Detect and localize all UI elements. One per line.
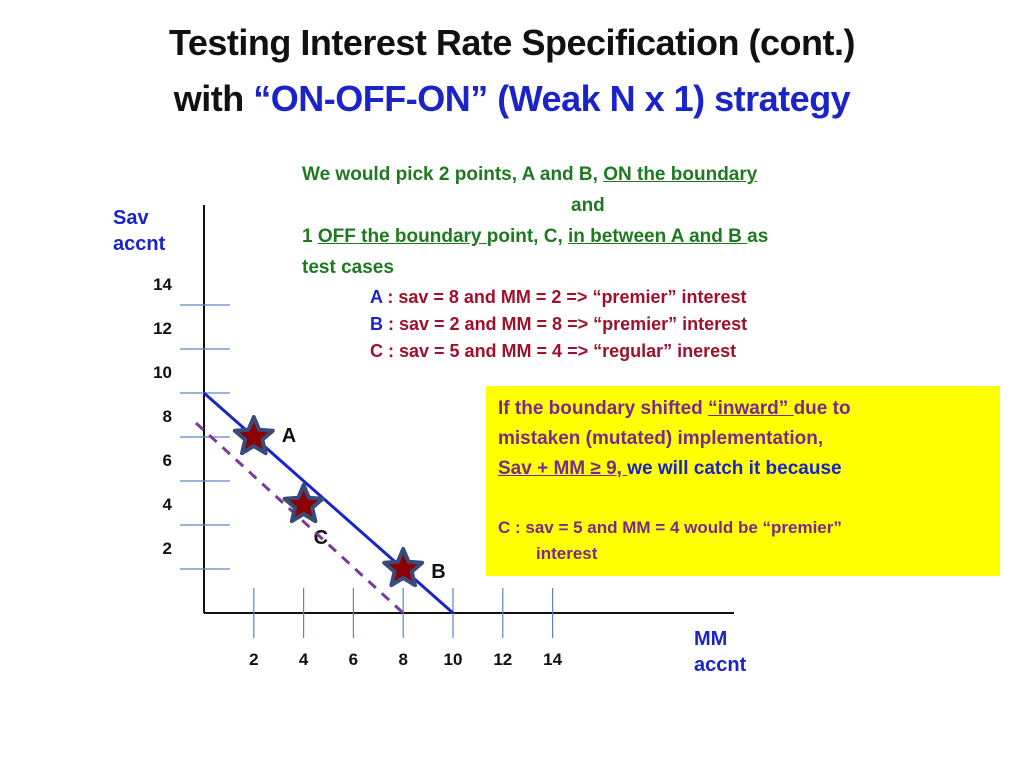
shifted-boundary-line bbox=[194, 421, 405, 615]
point-a-star bbox=[232, 415, 275, 456]
callout-l1-c: due to bbox=[793, 398, 851, 419]
y-tick-label: 12 bbox=[153, 319, 172, 338]
case-c: C : sav = 5 and MM = 4 => “regular” iner… bbox=[370, 341, 736, 362]
y-tick-label: 4 bbox=[162, 495, 172, 514]
callout-line-2: mistaken (mutated) implementation, bbox=[498, 428, 824, 449]
desc-off-boundary: OFF the boundary bbox=[317, 226, 487, 247]
y-axis-label: Sav accnt bbox=[113, 205, 165, 257]
x-tick-label: 2 bbox=[249, 650, 259, 669]
y-ticks bbox=[180, 304, 230, 570]
point-c-star bbox=[282, 483, 325, 524]
description-line-4: test cases bbox=[302, 257, 394, 278]
x-axis-label-1: MM bbox=[694, 628, 728, 650]
callout-line-1: If the boundary shifted “inward” due to bbox=[498, 398, 851, 420]
point-b-label: B bbox=[431, 561, 446, 583]
y-axis-label-1: Sav bbox=[113, 207, 149, 229]
case-a-label: A bbox=[370, 287, 383, 307]
y-axis-label-2: accnt bbox=[113, 233, 166, 255]
test-points bbox=[232, 415, 425, 588]
callout-catch: we will catch it because bbox=[627, 458, 842, 479]
x-axis-label: MM accnt bbox=[694, 626, 746, 678]
x-tick-label: 12 bbox=[493, 650, 513, 669]
y-tick-label: 10 bbox=[153, 363, 172, 382]
case-b-label: B bbox=[370, 314, 383, 334]
callout-line-5: interest bbox=[536, 544, 598, 563]
desc-l3-c: point, C, bbox=[486, 226, 569, 247]
x-ticks bbox=[253, 588, 554, 638]
case-a: A : sav = 8 and MM = 2 => “premier” inte… bbox=[370, 287, 747, 308]
slide-title-line-2: with “ON-OFF-ON” (Weak N x 1) strategy bbox=[0, 78, 1024, 120]
description-line-3: 1 OFF the boundary point, C, in between … bbox=[302, 226, 768, 248]
callout-box: If the boundary shifted “inward” due to … bbox=[486, 386, 1000, 576]
case-b-text: : sav = 2 and MM = 8 => “premier” intere… bbox=[383, 314, 748, 334]
callout-line-4: C : sav = 5 and MM = 4 would be “premier… bbox=[498, 518, 842, 537]
description-line-2: and bbox=[571, 195, 605, 216]
x-axis-label-2: accnt bbox=[694, 654, 747, 676]
case-c-label: C bbox=[370, 341, 383, 361]
desc-in-between: in between A and B bbox=[568, 226, 748, 247]
y-tick-label: 6 bbox=[162, 451, 172, 470]
callout-l1-a: If the boundary shifted bbox=[498, 398, 709, 419]
title-prefix: with bbox=[173, 78, 254, 119]
x-tick-label: 6 bbox=[348, 650, 359, 669]
description-line-1: We would pick 2 points, A and B, ON the … bbox=[302, 164, 757, 186]
point-a-label: A bbox=[281, 425, 297, 447]
y-tick-label: 8 bbox=[162, 407, 172, 426]
callout-line-3: Sav + MM ≥ 9, we will catch it because bbox=[498, 458, 842, 480]
y-tick-label: 14 bbox=[153, 275, 172, 294]
case-b: B : sav = 2 and MM = 8 => “premier” inte… bbox=[370, 314, 747, 335]
x-tick-label: 8 bbox=[398, 650, 408, 669]
case-c-text: : sav = 5 and MM = 4 => “regular” ineres… bbox=[383, 341, 737, 361]
x-tick-label: 14 bbox=[543, 650, 563, 669]
callout-inequality: Sav + MM ≥ 9, bbox=[498, 458, 628, 479]
slide-title-line-1: Testing Interest Rate Specification (con… bbox=[169, 22, 855, 63]
x-tick-label: 10 bbox=[443, 650, 463, 669]
y-tick-label: 2 bbox=[162, 539, 172, 558]
case-a-text: : sav = 8 and MM = 2 => “premier” intere… bbox=[382, 287, 747, 307]
callout-inward: “inward” bbox=[708, 398, 794, 419]
title-highlight: “ON-OFF-ON” (Weak N x 1) strategy bbox=[253, 78, 851, 119]
desc-l3-e: as bbox=[747, 226, 769, 247]
point-b-star bbox=[382, 547, 425, 588]
desc-on-boundary: ON the boundary bbox=[603, 164, 758, 185]
x-tick-label: 4 bbox=[298, 650, 309, 669]
desc-l3-a: 1 bbox=[302, 226, 318, 247]
desc-l1-text: We would pick 2 points, A and B, bbox=[302, 164, 604, 185]
